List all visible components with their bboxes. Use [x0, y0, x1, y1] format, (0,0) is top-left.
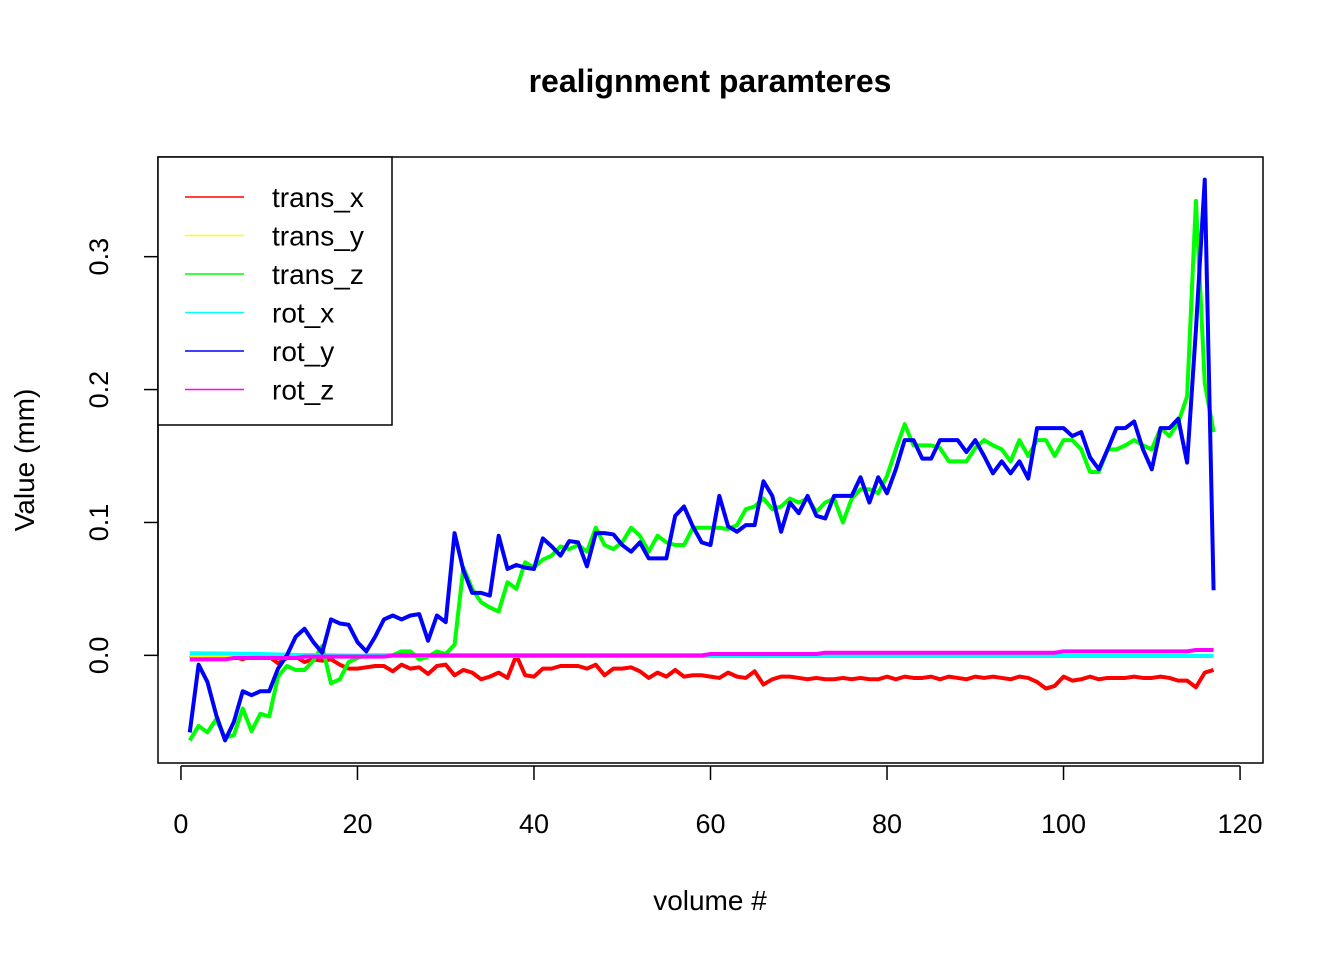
x-tick-label: 40 [519, 809, 549, 839]
legend-label: trans_z [272, 259, 364, 290]
legend: trans_x trans_y trans_z rot_x rot_y rot_z [157, 156, 393, 426]
x-tick-label: 60 [695, 809, 725, 839]
legend-label: rot_y [272, 336, 334, 367]
y-tick-label: 0.0 [84, 637, 114, 675]
series-line-rot-z [189, 648, 1214, 662]
y-tick-label: 0.3 [84, 238, 114, 276]
y-tick-label: 0.1 [84, 504, 114, 542]
legend-label: trans_x [272, 182, 364, 213]
legend-label: rot_z [272, 375, 334, 406]
legend-box [157, 156, 393, 426]
series-layer [187, 177, 1216, 743]
x-tick-label: 100 [1041, 809, 1086, 839]
y-axis-label: Value (mm) [9, 389, 40, 532]
legend-label: trans_y [272, 221, 364, 252]
series-line-trans-x [189, 653, 1215, 691]
x-tick-label: 120 [1218, 809, 1263, 839]
x-tick-label: 20 [342, 809, 372, 839]
legend-label: rot_x [272, 298, 334, 329]
axes-layer: 0 20 40 60 80 100 120 0.0 0.1 0.2 0.3 [84, 156, 1264, 839]
chart-title: realignment paramteres [529, 63, 892, 99]
y-tick-label: 0.2 [84, 371, 114, 409]
x-tick-label: 0 [173, 809, 188, 839]
x-tick-label: 80 [872, 809, 902, 839]
x-axis-label: volume # [653, 885, 767, 916]
series-line-rot-y [187, 177, 1216, 743]
